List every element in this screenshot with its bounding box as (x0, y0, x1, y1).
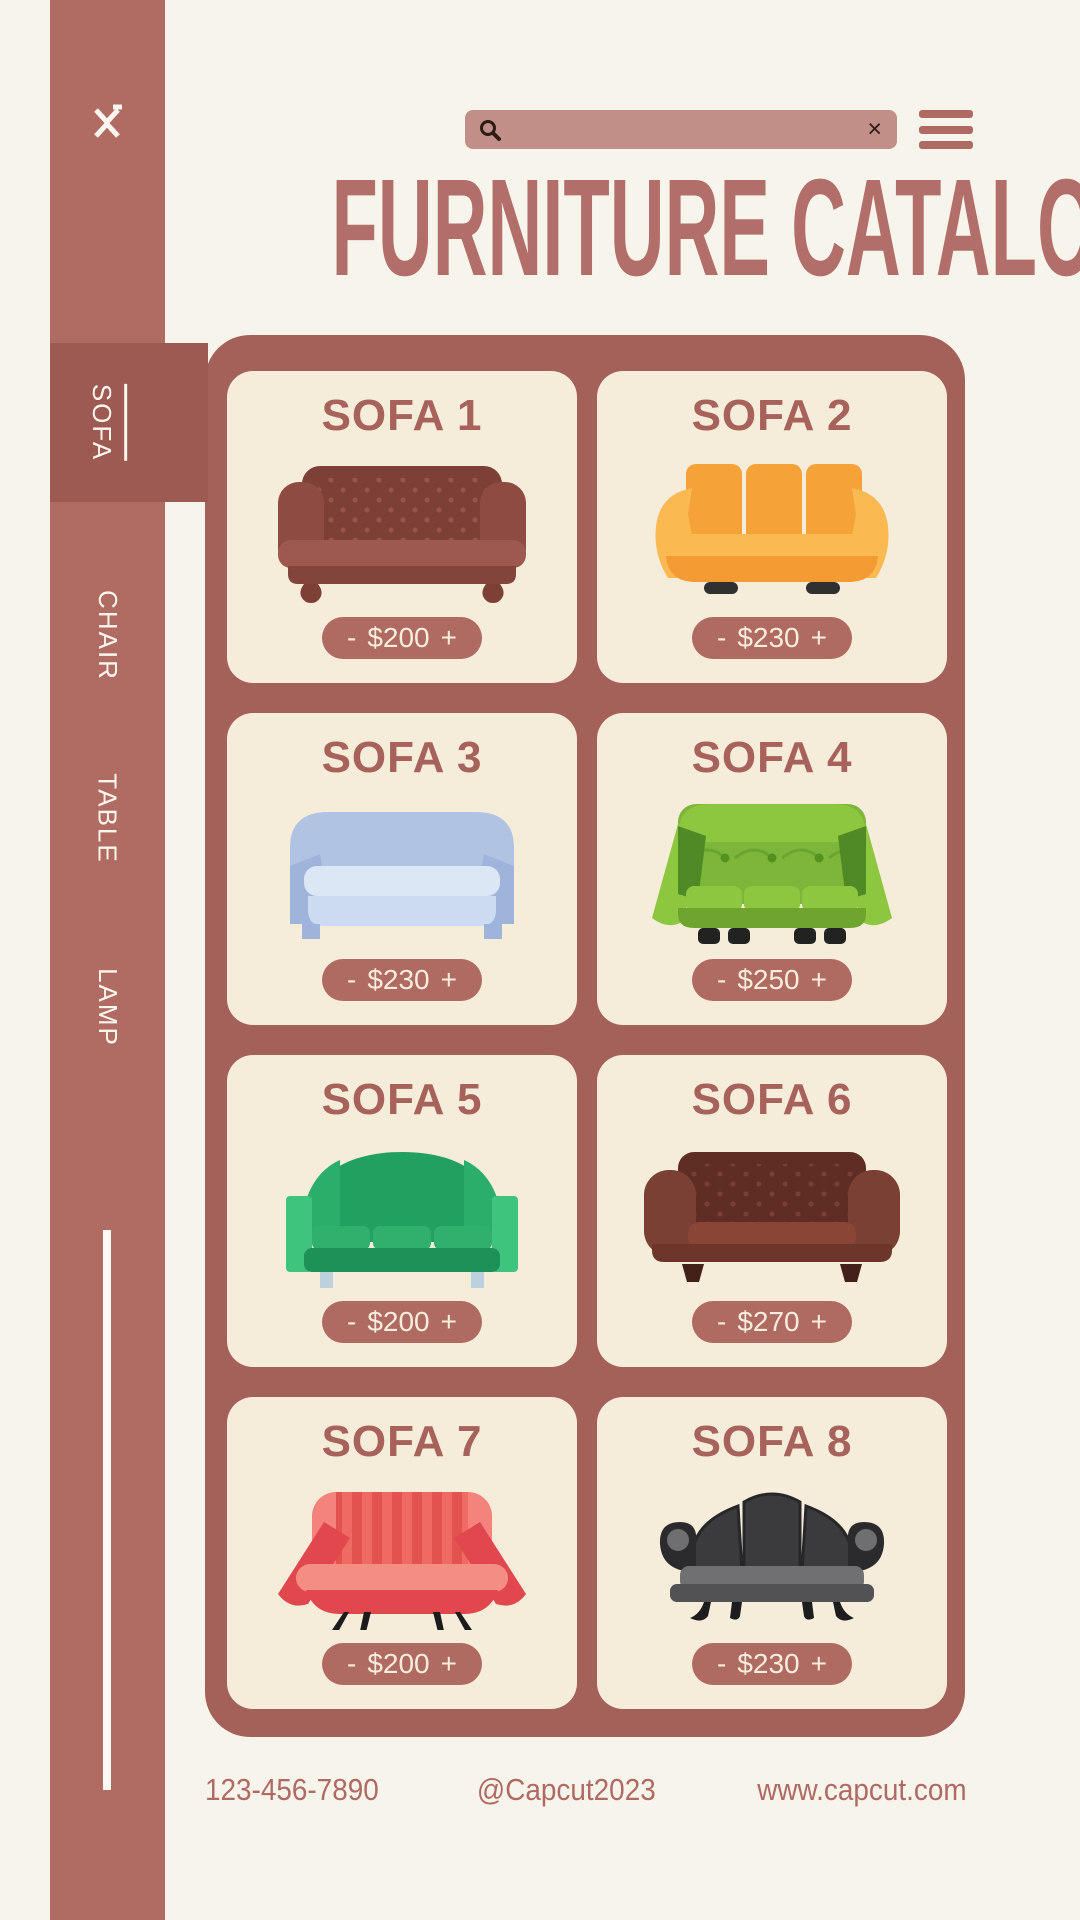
price-stepper: - $200 + (322, 1301, 482, 1343)
product-title: SOFA 7 (321, 1417, 483, 1466)
price-value: $230 (737, 622, 800, 653)
sidebar-item-label: TABLE (93, 772, 123, 864)
product-card-sofa-7: SOFA 7 - $200 (227, 1397, 577, 1709)
search-input[interactable] (510, 115, 866, 144)
decrease-price-button[interactable]: - (347, 1306, 357, 1337)
increase-price-button[interactable]: + (810, 964, 827, 995)
price-stepper: - $270 + (692, 1301, 852, 1343)
increase-price-button[interactable]: + (810, 1648, 827, 1679)
search-icon (478, 118, 502, 142)
product-card-sofa-3: SOFA 3 - $230 + (227, 713, 577, 1025)
decrease-price-button[interactable]: - (717, 1306, 727, 1337)
footer-phone: 123-456-7890 (205, 1772, 379, 1807)
search-bar: × (465, 110, 897, 149)
product-title: SOFA 2 (691, 391, 853, 440)
price-stepper: - $230 + (692, 1643, 852, 1685)
sidebar-item-label: SOFA (86, 383, 128, 462)
decrease-price-button[interactable]: - (347, 1648, 357, 1679)
menu-bar (919, 141, 973, 149)
product-card-sofa-5: SOFA 5 - $200 (227, 1055, 577, 1367)
sidebar-item-sofa[interactable]: SOFA (50, 343, 208, 502)
catalog-panel: SOFA 1 - $200 + SOFA 2 (205, 335, 965, 1737)
sidebar-item-chair[interactable]: CHAIR (50, 555, 165, 715)
sidebar-item-table[interactable]: TABLE (50, 738, 165, 898)
price-stepper: - $200 + (322, 1643, 482, 1685)
price-value: $200 (367, 1648, 430, 1679)
search-clear-button[interactable]: × (867, 115, 882, 143)
sofa-1-illustration (252, 454, 552, 604)
product-card-sofa-4: SOFA 4 (597, 713, 947, 1025)
sofa-4-illustration (622, 796, 922, 946)
product-title: SOFA 5 (321, 1075, 483, 1124)
decrease-price-button[interactable]: - (347, 622, 357, 653)
page-title: FURNITURE CATALOG (331, 151, 1080, 305)
increase-price-button[interactable]: + (440, 964, 457, 995)
hamburger-menu-icon[interactable] (919, 110, 973, 149)
price-value: $230 (737, 1648, 800, 1679)
sofa-5-illustration (252, 1138, 552, 1288)
sofa-2-illustration (622, 454, 922, 604)
decrease-price-button[interactable]: - (717, 964, 727, 995)
decrease-price-button[interactable]: - (717, 622, 727, 653)
sofa-7-illustration (252, 1480, 552, 1630)
product-title: SOFA 1 (321, 391, 483, 440)
footer-website: www.capcut.com (757, 1772, 967, 1807)
product-title: SOFA 6 (691, 1075, 853, 1124)
price-stepper: - $230 + (322, 959, 482, 1001)
price-value: $230 (367, 964, 430, 995)
footer: 123-456-7890 @Capcut2023 www.capcut.com (205, 1772, 967, 1808)
sofa-6-illustration (622, 1138, 922, 1288)
capcut-logo-icon (84, 100, 130, 146)
price-stepper: - $200 + (322, 617, 482, 659)
price-stepper: - $230 + (692, 617, 852, 659)
menu-bar (919, 125, 973, 134)
product-title: SOFA 3 (321, 733, 483, 782)
sidebar-decorative-line (103, 1230, 111, 1790)
product-card-sofa-1: SOFA 1 - $200 + (227, 371, 577, 683)
price-stepper: - $250 + (692, 959, 852, 1001)
sidebar-item-label: CHAIR (93, 589, 123, 681)
product-title: SOFA 8 (691, 1417, 853, 1466)
sofa-3-illustration (252, 796, 552, 946)
sidebar-item-label: LAMP (93, 967, 123, 1047)
price-value: $250 (737, 964, 800, 995)
price-value: $200 (367, 1306, 430, 1337)
product-card-sofa-6: SOFA 6 - $270 + (597, 1055, 947, 1367)
price-value: $200 (367, 622, 430, 653)
product-card-sofa-2: SOFA 2 - $230 + (597, 371, 947, 683)
decrease-price-button[interactable]: - (717, 1648, 727, 1679)
increase-price-button[interactable]: + (440, 1648, 457, 1679)
menu-bar (919, 110, 973, 118)
product-title: SOFA 4 (691, 733, 853, 782)
sidebar-item-lamp[interactable]: LAMP (50, 927, 165, 1087)
sofa-8-illustration (622, 1480, 922, 1630)
increase-price-button[interactable]: + (810, 1306, 827, 1337)
footer-handle: @Capcut2023 (476, 1772, 656, 1807)
product-card-sofa-8: SOFA 8 (597, 1397, 947, 1709)
increase-price-button[interactable]: + (440, 1306, 457, 1337)
increase-price-button[interactable]: + (440, 622, 457, 653)
price-value: $270 (737, 1306, 800, 1337)
increase-price-button[interactable]: + (810, 622, 827, 653)
decrease-price-button[interactable]: - (347, 964, 357, 995)
